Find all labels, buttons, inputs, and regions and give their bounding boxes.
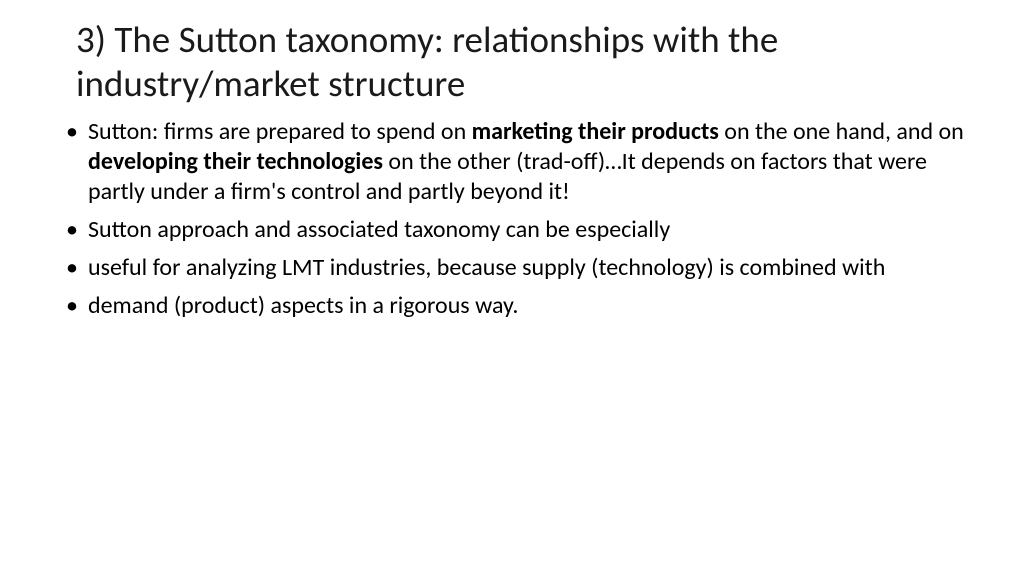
bullet-item: Sutton approach and associated taxonomy … xyxy=(60,215,964,245)
slide-container: 3) The Sutton taxonomy: relationships wi… xyxy=(0,0,1024,321)
bullet-text-segment: developing their technologies xyxy=(88,147,383,176)
bullet-text-segment: demand (product) aspects in a rigorous w… xyxy=(88,291,518,320)
bullet-text-segment: on the one hand, and on xyxy=(719,117,964,146)
bullet-text-segment: marketing their products xyxy=(472,117,719,146)
bullet-item: useful for analyzing LMT industries, bec… xyxy=(60,253,964,283)
bullet-item: Sutton: firms are prepared to spend on m… xyxy=(60,117,964,207)
bullet-text-segment: Sutton: firms are prepared to spend on xyxy=(88,117,472,146)
bullet-text-segment: useful for analyzing LMT industries, bec… xyxy=(88,253,885,282)
bullet-list: Sutton: firms are prepared to spend on m… xyxy=(60,117,964,321)
bullet-text-segment: Sutton approach and associated taxonomy … xyxy=(88,215,670,244)
bullet-item: demand (product) aspects in a rigorous w… xyxy=(60,291,964,321)
slide-title: 3) The Sutton taxonomy: relationships wi… xyxy=(60,18,964,107)
